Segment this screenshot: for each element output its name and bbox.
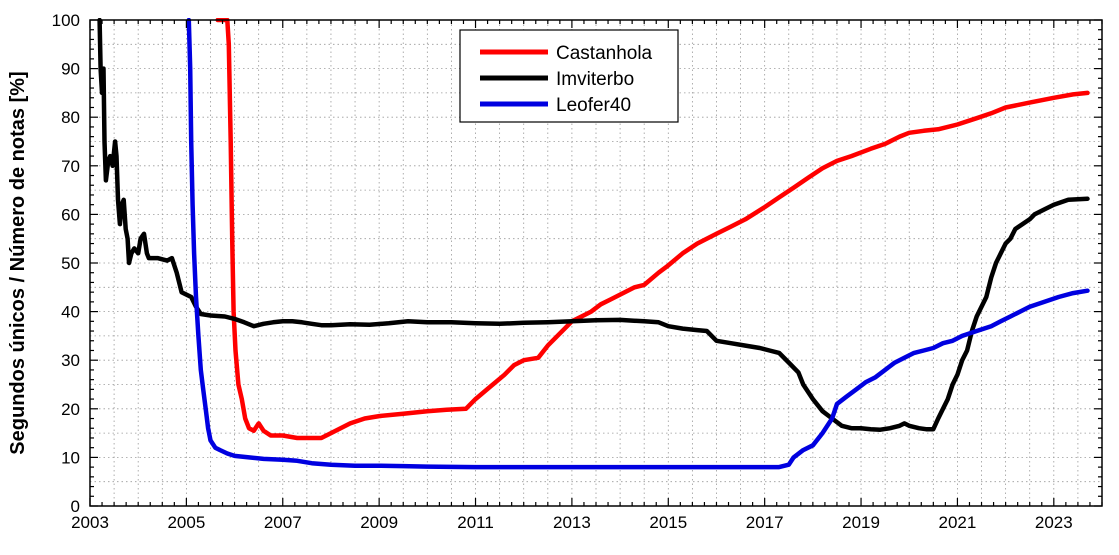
- series-line-imviterbo: [97, 18, 1090, 432]
- y-tick-label: 50: [61, 254, 80, 273]
- y-tick-label: 30: [61, 351, 80, 370]
- x-tick-label: 2013: [553, 513, 591, 532]
- x-tick-label: 2019: [842, 513, 880, 532]
- x-tick-label: 2021: [939, 513, 977, 532]
- x-tick-label: 2017: [746, 513, 784, 532]
- x-tick-label: 2009: [360, 513, 398, 532]
- legend: Castanhola Imviterbo Leofer40: [459, 29, 679, 123]
- legend-label-leofer40: Leofer40: [556, 95, 631, 116]
- legend-label-castanhola: Castanhola: [556, 43, 653, 64]
- x-tick-label: 2005: [167, 513, 205, 532]
- x-tick-label: 2023: [1035, 513, 1073, 532]
- x-tick-label: 2015: [649, 513, 687, 532]
- y-tick-label: 70: [61, 157, 80, 176]
- y-tick-label: 40: [61, 303, 80, 322]
- axes: 2003 2005 2007 2009 2011 2013 2015 2017 2019 2021…: [52, 11, 1103, 532]
- x-tick-label: 2011: [457, 513, 494, 532]
- y-tick-label: 60: [61, 205, 80, 224]
- y-axis-label: Segundos únicos / Número de notas [%]: [7, 71, 29, 454]
- grid-lines: [90, 20, 1102, 506]
- x-tick-label: 2007: [264, 513, 302, 532]
- series-line-castanhola: [215, 18, 1090, 441]
- x-tick-label: 2003: [71, 513, 109, 532]
- y-tick-label: 0: [71, 497, 80, 516]
- series-line-leofer40: [186, 18, 1090, 470]
- y-tick-label: 20: [61, 400, 80, 419]
- y-tick-label: 10: [61, 448, 80, 467]
- y-tick-label: 90: [61, 60, 80, 79]
- y-tick-label: 100: [52, 11, 80, 30]
- series-lines: [97, 18, 1090, 470]
- y-tick-label: 80: [61, 108, 80, 127]
- legend-label-imviterbo: Imviterbo: [556, 69, 634, 90]
